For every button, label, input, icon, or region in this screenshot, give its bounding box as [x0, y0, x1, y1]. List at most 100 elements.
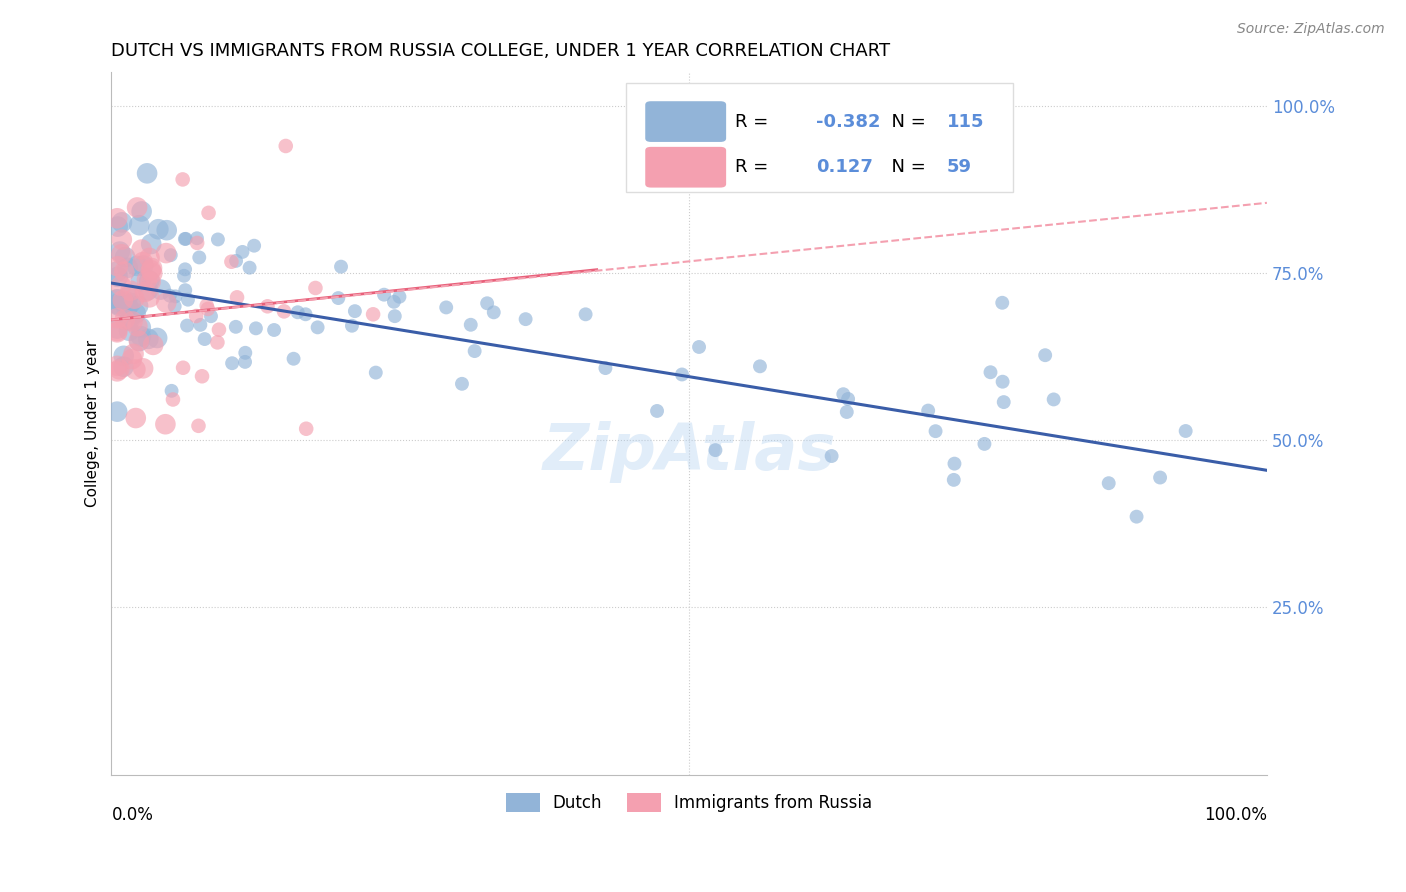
Point [131, 204, 153, 219]
Point [243, 238, 266, 252]
Point [979, 365, 1001, 379]
Point [159, 288, 181, 302]
Point [120, 296, 142, 310]
Point [645, 404, 668, 418]
Point [221, 356, 243, 370]
Point [434, 301, 457, 315]
Point [107, 260, 129, 274]
Text: Source: ZipAtlas.com: Source: ZipAtlas.com [1237, 22, 1385, 37]
Point [105, 404, 128, 418]
Point [105, 293, 128, 307]
Point [225, 253, 247, 268]
Point [361, 307, 384, 321]
Point [105, 321, 128, 335]
Point [105, 293, 128, 307]
Text: ZipAtlas: ZipAtlas [543, 421, 835, 483]
Point [340, 318, 363, 333]
FancyBboxPatch shape [645, 101, 725, 142]
Point [108, 299, 131, 313]
Y-axis label: College, Under 1 year: College, Under 1 year [86, 340, 100, 507]
Point [124, 292, 146, 306]
Point [125, 201, 148, 215]
Point [114, 312, 136, 326]
Point [515, 312, 537, 326]
Point [136, 283, 159, 297]
Point [451, 376, 474, 391]
Point [1174, 424, 1197, 438]
Point [373, 287, 395, 301]
Point [231, 244, 253, 259]
Point [134, 285, 156, 299]
Point [973, 437, 995, 451]
Point [197, 301, 219, 316]
Point [1098, 476, 1121, 491]
Point [274, 139, 297, 153]
Point [111, 233, 134, 247]
Point [120, 284, 142, 298]
Point [125, 259, 148, 273]
Point [835, 405, 858, 419]
Point [917, 403, 939, 417]
Point [112, 359, 135, 374]
Point [132, 255, 155, 269]
Point [384, 309, 406, 323]
Point [273, 304, 295, 318]
Point [197, 206, 219, 220]
Point [671, 368, 693, 382]
Point [114, 296, 136, 310]
Text: 115: 115 [946, 112, 984, 130]
Point [200, 310, 222, 324]
Point [233, 346, 256, 360]
Point [117, 299, 139, 313]
Point [837, 392, 859, 406]
Point [139, 263, 162, 277]
Point [128, 334, 150, 348]
Point [482, 305, 505, 319]
FancyBboxPatch shape [626, 83, 1012, 192]
Point [172, 360, 194, 375]
Point [174, 262, 197, 277]
Point [138, 290, 160, 304]
Point [138, 251, 160, 265]
Point [239, 260, 262, 275]
Point [208, 323, 231, 337]
Point [122, 347, 145, 361]
Point [128, 334, 150, 348]
Point [575, 307, 598, 321]
Point [221, 254, 243, 268]
Point [142, 338, 165, 352]
Point [112, 265, 135, 279]
Point [595, 361, 617, 376]
Point [174, 283, 197, 297]
Point [141, 261, 163, 276]
Point [105, 359, 128, 373]
Point [165, 289, 187, 303]
Text: DUTCH VS IMMIGRANTS FROM RUSSIA COLLEGE, UNDER 1 YEAR CORRELATION CHART: DUTCH VS IMMIGRANTS FROM RUSSIA COLLEGE,… [111, 42, 890, 60]
Point [107, 269, 129, 284]
Point [115, 301, 138, 316]
Point [186, 235, 208, 250]
Point [159, 248, 181, 262]
Point [160, 384, 183, 398]
Point [245, 321, 267, 335]
Point [191, 369, 214, 384]
Point [263, 323, 285, 337]
Point [173, 232, 195, 246]
Point [163, 299, 186, 313]
Point [162, 392, 184, 407]
Point [127, 319, 149, 334]
Point [283, 351, 305, 366]
Point [105, 311, 128, 326]
Text: 59: 59 [946, 158, 972, 177]
Point [132, 259, 155, 273]
Point [343, 304, 366, 318]
Point [328, 291, 350, 305]
Legend: Dutch, Immigrants from Russia: Dutch, Immigrants from Russia [499, 787, 879, 819]
Point [187, 418, 209, 433]
Text: R =: R = [735, 158, 775, 177]
Point [295, 422, 318, 436]
Point [107, 219, 129, 234]
Point [118, 324, 141, 338]
Point [820, 449, 842, 463]
Point [112, 349, 135, 363]
